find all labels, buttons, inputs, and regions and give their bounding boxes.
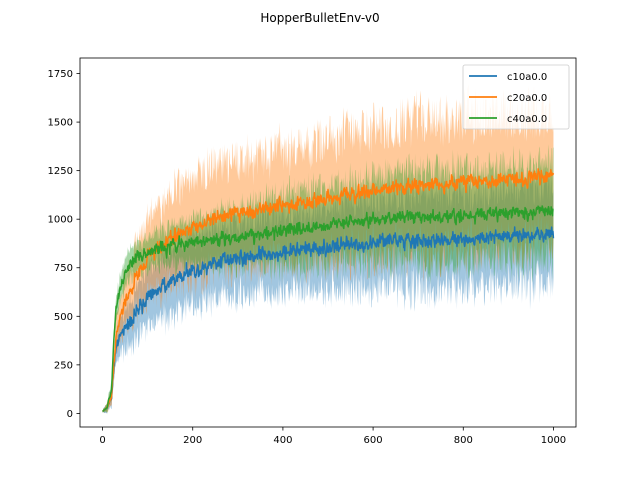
y-tick-label: 750 (54, 263, 73, 274)
lines-layer (102, 168, 555, 413)
x-tick-label: 400 (273, 435, 292, 446)
x-axis: 0 200 400 600 800 1000 (99, 427, 566, 446)
legend: c10a0.0 c20a0.0 c40a0.0 (462, 64, 570, 130)
y-tick-label: 1250 (48, 166, 73, 177)
legend-label-c40a0.0: c40a0.0 (507, 114, 547, 125)
series-line-c40a0.0 (102, 205, 554, 413)
y-tick-label: 1500 (48, 118, 73, 129)
y-tick-label: 1750 (48, 69, 73, 80)
legend-label-c10a0.0: c10a0.0 (507, 72, 547, 83)
x-tick-label: 1000 (541, 435, 566, 446)
x-tick-label: 0 (99, 435, 105, 446)
series-line-c10a0.0 (102, 226, 555, 413)
band-c10a0.0 (102, 166, 554, 415)
y-tick-label: 500 (54, 312, 73, 323)
x-tick-label: 200 (183, 435, 202, 446)
band-c40a0.0 (102, 144, 554, 414)
x-tick-label: 600 (364, 435, 383, 446)
y-tick-label: 0 (67, 409, 73, 420)
series-line-c20a0.0 (102, 168, 555, 413)
plot-frame (79, 57, 577, 428)
legend-label-c20a0.0: c20a0.0 (507, 93, 547, 104)
chart-title: HopperBulletEnv-v0 (260, 11, 379, 25)
y-tick-label: 1000 (48, 215, 73, 226)
y-axis: 0 250 500 750 1000 1250 1500 1750 (48, 69, 80, 420)
y-tick-label: 250 (54, 360, 73, 371)
x-tick-label: 800 (454, 435, 473, 446)
legend-box (462, 64, 570, 130)
